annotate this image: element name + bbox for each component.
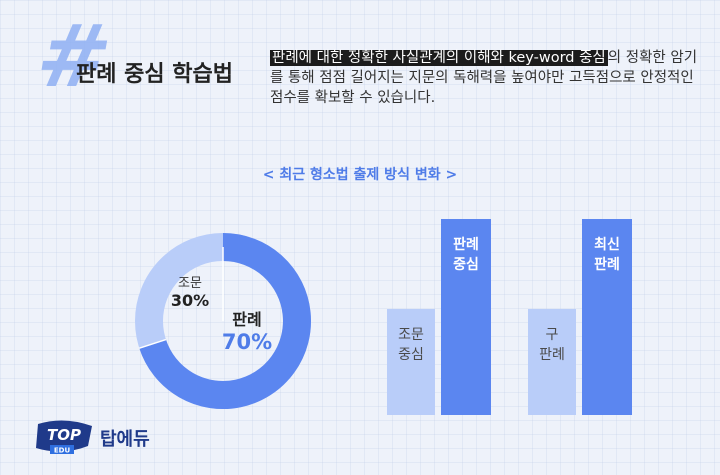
- bar-label: 중심: [453, 257, 479, 273]
- statute-label: 조문: [178, 276, 202, 291]
- bar-label: 중심: [398, 347, 424, 364]
- bar-precedent-focus: 판례 중심: [441, 219, 491, 415]
- bar-label: 판례: [453, 237, 479, 253]
- bar-label: 판례: [594, 257, 620, 273]
- bar-label: 구: [545, 327, 559, 344]
- brand-logo: TOP EDU 탑에듀: [32, 418, 150, 458]
- description-text: 의 정확한 암기를 통해 점점 길어지는 지문의 독해력을 높여야만 고득점으로…: [270, 50, 698, 106]
- description-highlight: 판례에 대한 정확한 사실관계의 이해와 key-word 중심: [270, 50, 608, 66]
- badge-text: TOP: [47, 426, 81, 444]
- donut-chart: [135, 233, 311, 409]
- badge-subtext: EDU: [54, 447, 71, 455]
- precedent-label: 판례: [232, 310, 262, 329]
- description: 판례에 대한 정확한 사실관계의 이해와 key-word 중심 의 정확한 암기…: [270, 48, 710, 108]
- donut-divider: [139, 338, 167, 349]
- bar-label: 최신: [594, 237, 620, 253]
- bar-latest-precedent: 최신 판례: [582, 219, 632, 415]
- bar-statute-focus: 조문 중심: [387, 309, 435, 415]
- chart-subtitle: < 최근 형소법 출제 방식 변화 >: [262, 167, 458, 183]
- precedent-share: 판례 70%: [214, 306, 280, 354]
- bar-label: 판례: [539, 347, 565, 364]
- top-edu-badge-icon: TOP EDU: [36, 420, 92, 455]
- bar-label: 조문: [398, 327, 424, 344]
- bar-old-precedent: 구 판례: [528, 309, 576, 415]
- statute-share: 조문 30%: [160, 272, 220, 310]
- donut-segment-precedent: [139, 233, 311, 409]
- page-title: 판례 중심 학습법: [76, 62, 233, 87]
- precedent-percent: 70%: [221, 330, 273, 354]
- statute-percent: 30%: [170, 291, 210, 310]
- brand-name: 탑에듀: [100, 429, 150, 450]
